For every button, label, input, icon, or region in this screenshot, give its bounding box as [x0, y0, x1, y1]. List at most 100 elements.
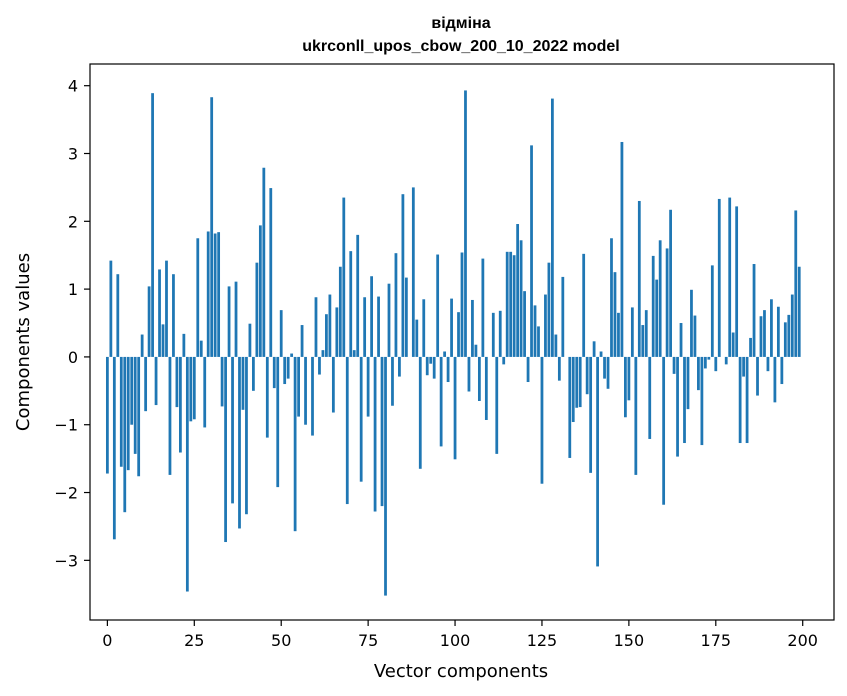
bar [460, 252, 464, 357]
bar [161, 324, 165, 357]
bar [707, 356, 711, 360]
bar [172, 274, 175, 357]
bar [363, 297, 367, 357]
bar [227, 286, 231, 357]
bar [140, 334, 144, 357]
bar [710, 265, 714, 357]
bar [582, 253, 586, 357]
bar [238, 356, 241, 529]
bar [770, 299, 773, 357]
bar [391, 356, 394, 406]
bar [502, 356, 506, 365]
y-tick-label: 1 [68, 280, 78, 299]
bar [105, 356, 109, 474]
bar [547, 262, 551, 357]
bar [603, 356, 606, 379]
bar [606, 356, 610, 389]
bar [342, 197, 346, 357]
bar [276, 356, 280, 488]
x-tick-label: 100 [440, 631, 471, 650]
bar [331, 356, 335, 413]
bar [512, 255, 516, 357]
bar [484, 356, 488, 420]
bar [252, 356, 255, 391]
bar [589, 356, 593, 473]
bar [672, 356, 676, 374]
bar [443, 351, 447, 357]
bar [630, 307, 634, 357]
bar [731, 332, 735, 357]
bar [349, 251, 353, 357]
bar [272, 356, 276, 389]
bar [797, 266, 801, 357]
x-tick-label: 50 [271, 631, 291, 650]
bar [192, 356, 196, 420]
bar [245, 356, 248, 515]
bar [279, 310, 283, 357]
x-axis-label: Vector components [374, 661, 548, 682]
bar [304, 356, 307, 425]
bar [404, 277, 408, 357]
bar [411, 187, 415, 357]
bar [686, 356, 690, 410]
bar [658, 240, 662, 357]
bar [763, 310, 766, 357]
x-tick-label: 200 [787, 631, 818, 650]
bar [370, 276, 373, 357]
bar [620, 141, 624, 357]
x-tick-label: 75 [358, 631, 378, 650]
bar [185, 356, 189, 592]
bar [175, 356, 179, 408]
bar [158, 269, 161, 357]
x-tick-label: 175 [701, 631, 732, 650]
bar [373, 356, 377, 512]
bar [571, 356, 575, 423]
bar [199, 340, 203, 357]
bar [575, 356, 579, 408]
bar [154, 356, 158, 406]
bar [481, 258, 485, 357]
bar-series [105, 90, 801, 596]
bar [759, 316, 763, 357]
y-tick-label: −2 [54, 484, 78, 503]
bar [783, 322, 787, 357]
bar [446, 356, 450, 383]
bar [742, 356, 745, 377]
bar [380, 356, 384, 507]
bar [648, 356, 652, 439]
y-tick-label: 2 [68, 212, 78, 231]
chart-title-line2: ukrconll_upos_cbow_200_10_2022 model [302, 38, 619, 55]
y-tick-label: 0 [68, 348, 78, 367]
bar [213, 233, 217, 357]
bar [561, 276, 565, 357]
bar [384, 356, 387, 596]
bar [610, 238, 613, 357]
bar [123, 356, 127, 513]
bar [683, 356, 686, 444]
bar [338, 266, 342, 357]
bar [505, 251, 509, 357]
plot-frame [89, 63, 835, 621]
bar [119, 356, 123, 467]
bar [464, 90, 467, 357]
bar [766, 356, 770, 372]
bar [651, 255, 655, 357]
x-tick-label: 125 [527, 631, 558, 650]
y-tick-label: −3 [54, 551, 78, 570]
bar [554, 334, 558, 357]
bar [217, 232, 221, 357]
bar [697, 356, 700, 391]
bar [474, 344, 478, 357]
bar [728, 197, 732, 357]
bar [516, 224, 520, 357]
bar [439, 356, 443, 447]
bar [168, 356, 172, 475]
bar [544, 294, 547, 357]
x-axis-ticks: 0 25 50 75 100 125 150 175 200 [102, 620, 818, 650]
x-tick-label: 25 [184, 631, 204, 650]
bar [203, 356, 207, 428]
bar [210, 97, 214, 357]
bar [780, 356, 784, 385]
bar [578, 356, 582, 408]
